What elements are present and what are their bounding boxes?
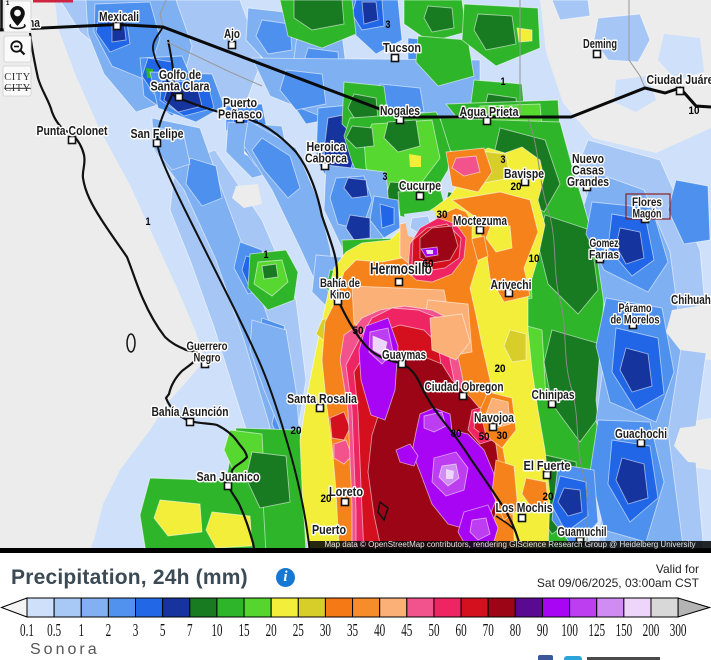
- svg-text:200: 200: [643, 622, 660, 640]
- svg-text:CITY: CITY: [4, 72, 31, 83]
- svg-text:Hermosillo: Hermosillo: [370, 261, 432, 278]
- svg-text:Bavispe: Bavispe: [504, 167, 544, 181]
- svg-text:3: 3: [501, 154, 506, 166]
- svg-text:150: 150: [615, 622, 632, 640]
- svg-text:Santa Rosalia: Santa Rosalia: [287, 392, 358, 406]
- svg-text:Chinipas: Chinipas: [532, 388, 575, 402]
- svg-text:CITY: CITY: [4, 83, 31, 94]
- svg-text:Ciudad Obregon: Ciudad Obregon: [425, 380, 504, 394]
- svg-text:125: 125: [588, 622, 605, 640]
- svg-text:Cucurpe: Cucurpe: [399, 179, 441, 193]
- svg-text:30: 30: [437, 209, 448, 221]
- svg-text:Moctezuma: Moctezuma: [453, 214, 508, 228]
- svg-text:Deming: Deming: [583, 37, 617, 51]
- svg-text:Páramo: Páramo: [619, 303, 652, 315]
- svg-text:20: 20: [321, 493, 332, 505]
- svg-text:1: 1: [264, 249, 269, 261]
- svg-text:1: 1: [146, 216, 151, 228]
- svg-text:20: 20: [291, 425, 302, 437]
- svg-text:3: 3: [383, 171, 388, 183]
- svg-text:Caborca: Caborca: [305, 152, 348, 166]
- svg-text:Heroica: Heroica: [307, 140, 347, 154]
- svg-text:Navojoa: Navojoa: [474, 411, 515, 425]
- svg-text:Chihuahu: Chihuahu: [671, 293, 711, 307]
- svg-text:40: 40: [374, 622, 385, 640]
- svg-text:Grandes: Grandes: [567, 175, 609, 189]
- svg-text:10: 10: [529, 253, 540, 265]
- svg-text:Negro: Negro: [194, 353, 221, 365]
- svg-text:Agua Prieta: Agua Prieta: [460, 105, 520, 119]
- svg-text:Kino: Kino: [330, 290, 350, 302]
- svg-text:Guamuchil: Guamuchil: [558, 525, 607, 539]
- svg-text:30: 30: [497, 430, 508, 442]
- svg-text:20: 20: [543, 491, 554, 503]
- svg-text:1: 1: [501, 76, 506, 88]
- svg-text:Casas: Casas: [572, 164, 604, 178]
- svg-text:Peñasco: Peñasco: [218, 108, 262, 122]
- svg-text:20: 20: [495, 363, 506, 375]
- svg-text:10: 10: [689, 105, 700, 117]
- svg-text:Puerto: Puerto: [223, 96, 257, 110]
- svg-text:Bahía de: Bahía de: [320, 278, 360, 290]
- svg-text:Nogales: Nogales: [380, 104, 420, 118]
- svg-text:Ajo: Ajo: [224, 27, 240, 41]
- svg-text:Santa Clara: Santa Clara: [151, 80, 211, 94]
- svg-text:Magón: Magón: [633, 209, 662, 221]
- svg-text:50: 50: [353, 325, 364, 337]
- svg-text:15: 15: [238, 622, 249, 640]
- svg-text:Los Mochis: Los Mochis: [496, 501, 553, 515]
- svg-text:Guerrero: Guerrero: [187, 341, 228, 353]
- svg-text:Punta Colonet: Punta Colonet: [37, 124, 109, 138]
- svg-text:80: 80: [451, 428, 462, 440]
- svg-text:60: 60: [423, 258, 434, 270]
- svg-text:50: 50: [428, 622, 439, 640]
- svg-text:90: 90: [537, 622, 548, 640]
- svg-text:1: 1: [78, 622, 84, 640]
- svg-text:Bahía Asunción: Bahía Asunción: [152, 405, 229, 419]
- svg-text:Golfo de: Golfo de: [159, 68, 201, 82]
- svg-text:Ciudad Juáre: Ciudad Juáre: [647, 73, 711, 87]
- svg-text:Puerto: Puerto: [312, 523, 346, 537]
- svg-text:de Morelos: de Morelos: [611, 315, 660, 327]
- svg-text:Mexicali: Mexicali: [99, 10, 139, 24]
- svg-text:1: 1: [6, 1, 10, 7]
- svg-text:San Juanico: San Juanico: [197, 470, 260, 484]
- svg-text:San Felipe: San Felipe: [131, 127, 184, 141]
- svg-text:3: 3: [133, 622, 139, 640]
- svg-text:2: 2: [106, 622, 112, 640]
- svg-text:Guaymas: Guaymas: [382, 348, 426, 362]
- svg-text:45: 45: [401, 622, 412, 640]
- svg-text:80: 80: [510, 622, 521, 640]
- svg-text:100: 100: [561, 622, 578, 640]
- svg-text:Guachochi: Guachochi: [615, 427, 667, 441]
- svg-text:Farias: Farias: [589, 250, 619, 262]
- svg-text:25: 25: [293, 622, 304, 640]
- svg-text:El Fuerte: El Fuerte: [524, 459, 571, 473]
- svg-text:20: 20: [511, 181, 522, 193]
- svg-text:50: 50: [479, 431, 490, 443]
- svg-text:300: 300: [670, 622, 687, 640]
- svg-text:10: 10: [211, 622, 222, 640]
- svg-text:Nuevo: Nuevo: [572, 152, 604, 166]
- svg-text:Arivechi: Arivechi: [491, 278, 532, 292]
- svg-text:7: 7: [187, 622, 193, 640]
- svg-text:60: 60: [456, 622, 467, 640]
- svg-text:Gomez: Gomez: [590, 238, 619, 250]
- svg-text:Loreto: Loreto: [329, 485, 363, 499]
- svg-text:0.5: 0.5: [47, 622, 61, 640]
- svg-text:20: 20: [266, 622, 277, 640]
- svg-text:0.1: 0.1: [20, 622, 34, 640]
- svg-text:35: 35: [347, 622, 358, 640]
- svg-text:Tucson: Tucson: [383, 41, 421, 55]
- svg-text:5: 5: [160, 622, 166, 640]
- svg-text:3: 3: [386, 19, 391, 31]
- svg-text:70: 70: [483, 622, 494, 640]
- svg-text:Flores: Flores: [632, 197, 662, 209]
- svg-text:30: 30: [320, 622, 331, 640]
